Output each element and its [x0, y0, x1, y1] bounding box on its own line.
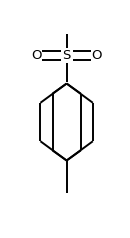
Text: S: S [62, 49, 71, 62]
Text: O: O [31, 49, 42, 62]
Text: O: O [92, 49, 102, 62]
